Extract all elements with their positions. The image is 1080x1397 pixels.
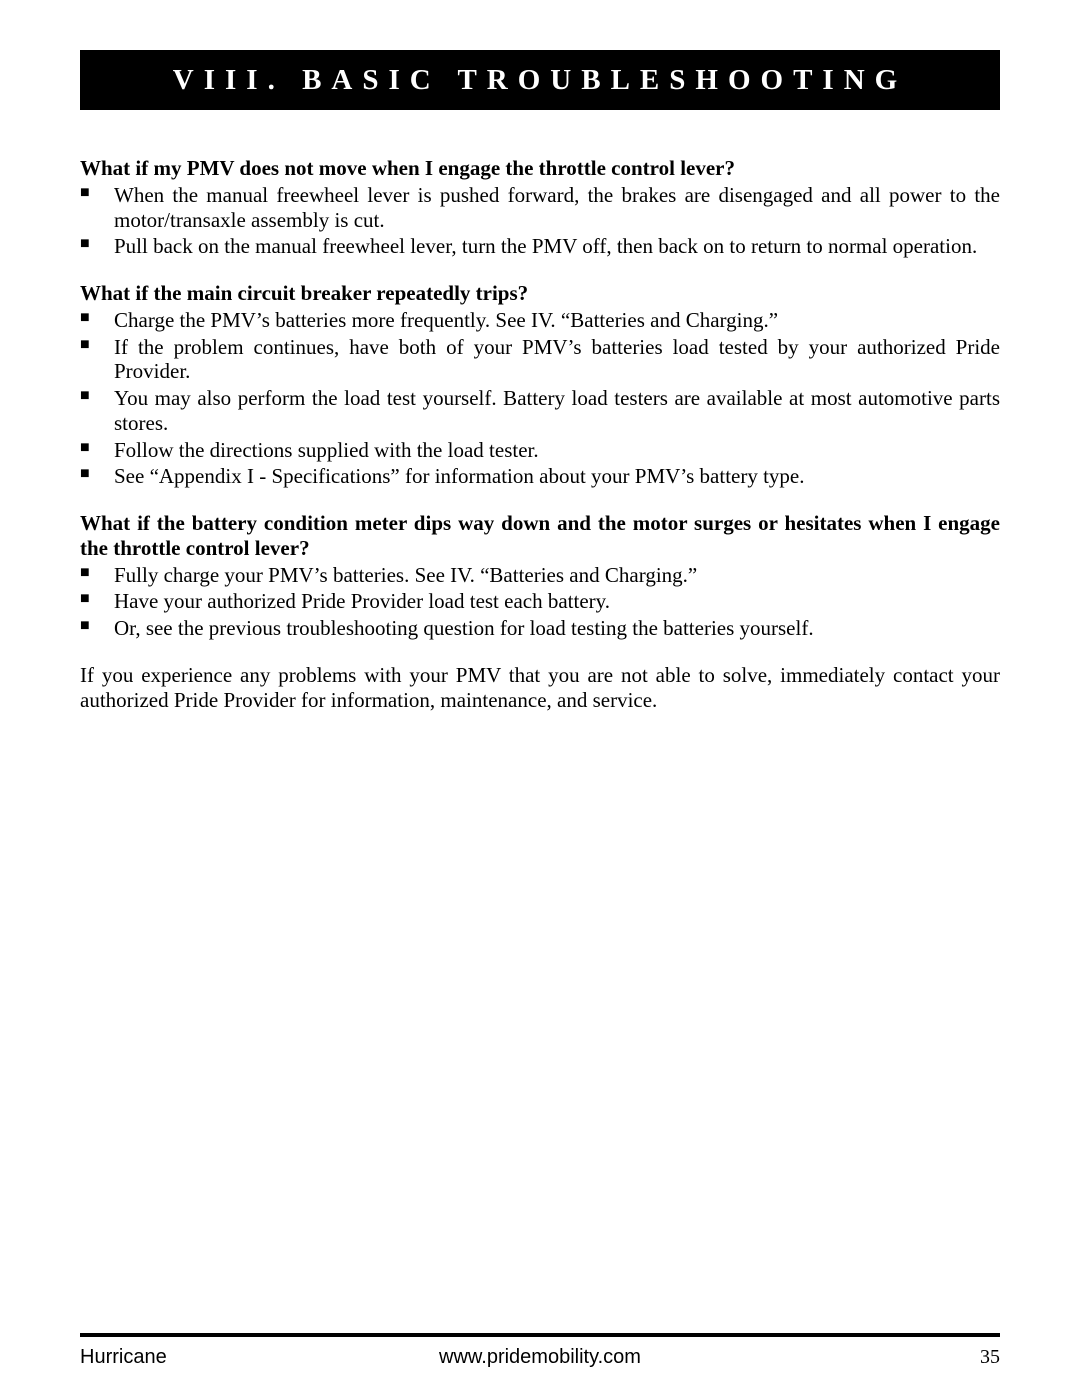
question-1: What if my PMV does not move when I enga…	[80, 156, 1000, 181]
list-item: When the manual freewheel lever is pushe…	[80, 183, 1000, 233]
answer-list-1: When the manual freewheel lever is pushe…	[80, 183, 1000, 259]
footer-page-number: 35	[980, 1346, 1000, 1369]
closing-paragraph: If you experience any problems with your…	[80, 663, 1000, 713]
question-2: What if the main circuit breaker repeate…	[80, 281, 1000, 306]
page: VIII. BASIC TROUBLESHOOTING What if my P…	[80, 50, 1000, 1347]
list-item: Have your authorized Pride Provider load…	[80, 589, 1000, 614]
qa-block-1: What if my PMV does not move when I enga…	[80, 156, 1000, 259]
list-item: If the problem continues, have both of y…	[80, 335, 1000, 385]
answer-list-2: Charge the PMV’s batteries more frequent…	[80, 308, 1000, 489]
qa-block-3: What if the battery condition meter dips…	[80, 511, 1000, 641]
question-3: What if the battery condition meter dips…	[80, 511, 1000, 561]
list-item: Pull back on the manual freewheel lever,…	[80, 234, 1000, 259]
list-item: See “Appendix I - Specifications” for in…	[80, 464, 1000, 489]
section-header-bar: VIII. BASIC TROUBLESHOOTING	[80, 50, 1000, 110]
answer-list-3: Fully charge your PMV’s batteries. See I…	[80, 563, 1000, 641]
footer-product-name: Hurricane	[80, 1346, 167, 1369]
list-item: Charge the PMV’s batteries more frequent…	[80, 308, 1000, 333]
footer-rule	[80, 1333, 1000, 1337]
list-item: Follow the directions supplied with the …	[80, 438, 1000, 463]
content-area: What if my PMV does not move when I enga…	[80, 110, 1000, 713]
section-header-title: VIII. BASIC TROUBLESHOOTING	[173, 64, 907, 97]
footer-url: www.pridemobility.com	[80, 1346, 1000, 1369]
list-item: You may also perform the load test yours…	[80, 386, 1000, 436]
page-footer: Hurricane www.pridemobility.com 35	[80, 1346, 1000, 1369]
list-item: Fully charge your PMV’s batteries. See I…	[80, 563, 1000, 588]
list-item: Or, see the previous troubleshooting que…	[80, 616, 1000, 641]
qa-block-2: What if the main circuit breaker repeate…	[80, 281, 1000, 489]
